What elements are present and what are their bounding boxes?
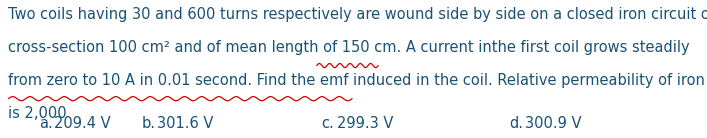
Text: d.: d.	[509, 116, 523, 131]
Text: 300.9 V: 300.9 V	[525, 116, 581, 131]
Text: cross-section 100 cm² and of mean length of 150 cm. A current inthe first coil g: cross-section 100 cm² and of mean length…	[8, 40, 690, 55]
Text: from zero to 10 A in 0.01 second. Find the emf induced in the coil. Relative per: from zero to 10 A in 0.01 second. Find t…	[8, 73, 706, 88]
Text: 299.3 V: 299.3 V	[337, 116, 394, 131]
Text: is 2,000: is 2,000	[8, 106, 67, 121]
Text: c.: c.	[322, 116, 334, 131]
Text: 209.4 V: 209.4 V	[54, 116, 111, 131]
Text: a.: a.	[39, 116, 52, 131]
Text: 301.6 V: 301.6 V	[157, 116, 214, 131]
Text: Two coils having 30 and 600 turns respectively are wound side by side on a close: Two coils having 30 and 600 turns respec…	[8, 7, 707, 22]
Text: b.: b.	[141, 116, 156, 131]
